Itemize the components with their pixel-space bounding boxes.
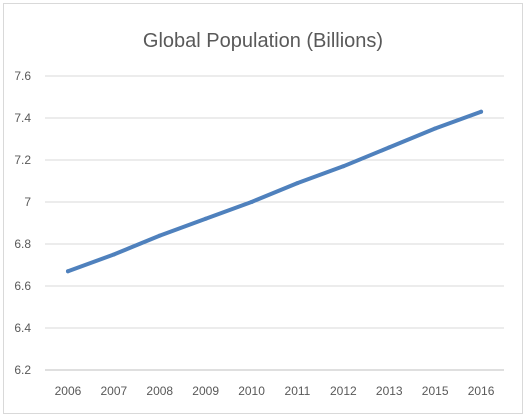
x-tick-label: 2011 xyxy=(285,384,311,398)
y-tick-label: 7.2 xyxy=(14,153,31,167)
data-point xyxy=(111,252,116,257)
x-tick-label: 2008 xyxy=(146,384,173,398)
data-point xyxy=(249,200,254,204)
data-point xyxy=(479,109,484,114)
x-tick-label: 2015 xyxy=(422,384,449,398)
y-tick-label: 6.8 xyxy=(14,237,31,251)
y-tick-label: 6.4 xyxy=(14,321,31,335)
gridlines xyxy=(45,75,504,329)
y-tick-label: 6.6 xyxy=(14,279,31,293)
y-tick-label: 7.6 xyxy=(14,69,31,83)
chart-frame xyxy=(3,3,523,414)
chart-title: Global Population (Billions) xyxy=(143,30,383,52)
x-tick-label: 2009 xyxy=(192,384,219,398)
data-point xyxy=(341,164,346,169)
data-point xyxy=(433,126,438,131)
x-tick-label: 2006 xyxy=(55,384,82,398)
data-point xyxy=(295,181,300,186)
x-tick-label: 2007 xyxy=(100,384,127,398)
series-layer xyxy=(65,109,484,274)
x-tick-label: 2010 xyxy=(238,384,265,398)
data-point xyxy=(387,145,392,150)
x-tick-label: 2012 xyxy=(330,384,357,398)
y-tick-label: 7 xyxy=(24,195,31,209)
x-tick-label: 2013 xyxy=(376,384,403,398)
y-tick-label: 6.2 xyxy=(14,363,31,377)
data-point xyxy=(157,233,162,238)
data-point xyxy=(65,269,70,274)
y-tick-label: 7.4 xyxy=(14,111,31,125)
y-axis-ticks: 7.6 7.4 7.2 7 6.8 6.6 6.4 6.2 xyxy=(14,69,31,377)
x-tick-label: 2016 xyxy=(468,384,495,398)
data-point xyxy=(203,216,208,221)
x-axis-ticks: 2006 2007 2008 2009 2010 2011 2012 2013 2015 2016 xyxy=(55,384,495,398)
series-line-population xyxy=(66,109,484,274)
